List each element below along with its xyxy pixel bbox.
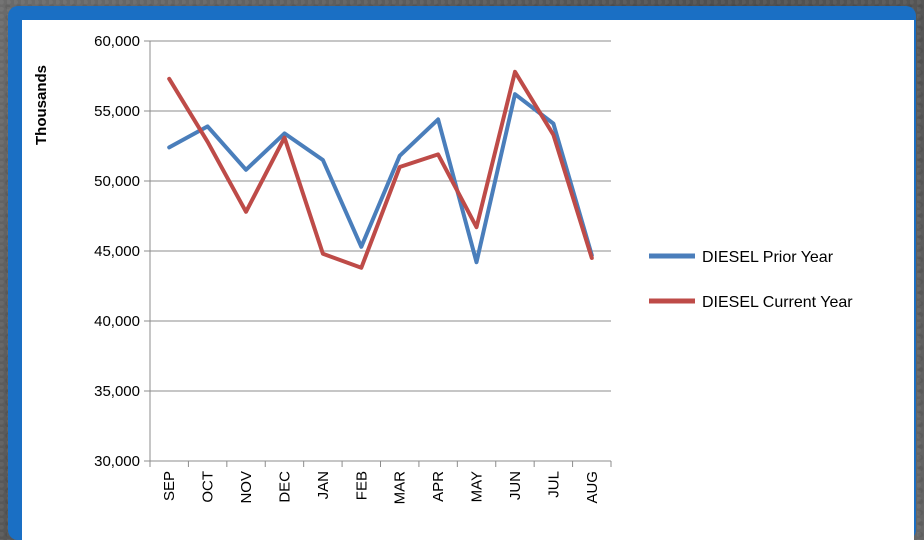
y-tick-label: 55,000 (94, 103, 140, 120)
x-tick-label: MAY (469, 471, 486, 502)
series-line (167, 92, 594, 265)
x-tick-label: APR (430, 471, 447, 502)
x-tick-label: AUG (584, 471, 601, 504)
x-tick-labels: SEP OCT NOV DEC JAN FEB MAR APR MAY JUN JUL AUG (161, 471, 601, 505)
y-tick-label: 30,000 (94, 453, 140, 470)
axes (149, 41, 612, 467)
series-lines (167, 69, 594, 270)
x-tick-label: FEB (353, 471, 370, 500)
y-tick-label: 60,000 (94, 33, 140, 50)
x-tick-label: JUN (507, 471, 524, 500)
legend-label: DIESEL Current Year (702, 294, 853, 311)
x-tick-label: DEC (276, 471, 293, 503)
y-tick-label: 50,000 (94, 173, 140, 190)
y-tick-labels: 30,000 35,000 40,000 45,000 50,000 55,000 60,0… (94, 33, 140, 470)
x-tick-label: NOV (238, 471, 255, 504)
line-chart: 30,000 35,000 40,000 45,000 50,000 55,000 60,0… (33, 33, 853, 505)
chart-panel: 30,000 35,000 40,000 45,000 50,000 55,000 60,0… (22, 20, 914, 540)
x-tick-label: JUL (545, 471, 562, 498)
x-tick-label: MAR (392, 471, 409, 505)
gridlines (144, 40, 611, 462)
x-tick-label: JAN (315, 471, 332, 499)
y-tick-label: 35,000 (94, 383, 140, 400)
x-tick-label: OCT (200, 471, 217, 503)
x-tick-label: SEP (161, 471, 178, 501)
legend-label: DIESEL Prior Year (702, 249, 834, 266)
y-axis-title: Thousands (33, 65, 50, 145)
y-tick-label: 40,000 (94, 313, 140, 330)
y-tick-label: 45,000 (94, 243, 140, 260)
legend: DIESEL Prior Year DIESEL Current Year (649, 249, 853, 311)
series-line (167, 69, 594, 270)
